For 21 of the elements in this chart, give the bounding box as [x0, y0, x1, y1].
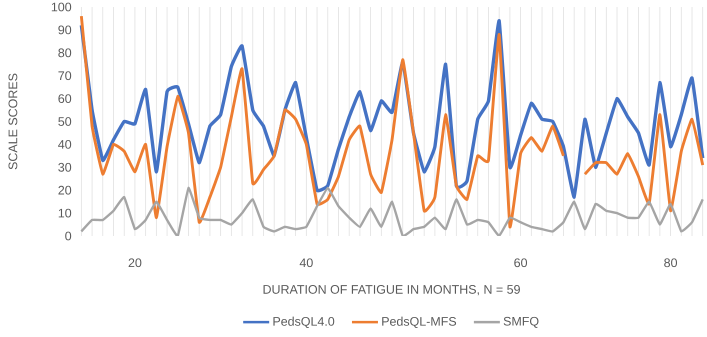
y-tick-label: 80 — [58, 48, 72, 58]
y-tick-label: 70 — [58, 71, 72, 80]
y-tick-label: 50 — [58, 117, 72, 126]
y-tick-label: 60 — [58, 94, 72, 104]
legend-label: PedsQL-MFS — [382, 316, 456, 328]
x-tick-label: 80 — [664, 258, 678, 268]
x-tick-label: 20 — [128, 258, 142, 268]
x-axis-title: DURATION OF FATIGUE IN MONTHS, N = 59 — [264, 285, 520, 296]
y-tick-label: 100 — [52, 2, 72, 12]
x-tick-label: 60 — [514, 258, 528, 268]
y-tick-label: 90 — [58, 26, 72, 34]
y-axis-title: SCALE SCORES — [8, 74, 18, 170]
y-tick-label: 10 — [58, 208, 72, 218]
x-tick-label: 40 — [300, 258, 313, 268]
line-series — [80, 186, 704, 236]
y-tick-label: 30 — [58, 162, 72, 172]
y-tick-label: 0 — [65, 232, 72, 240]
legend-label: SMFQ — [504, 316, 538, 328]
legend-label: PedsQL4.0 — [273, 316, 334, 328]
y-tick-label: 40 — [58, 140, 72, 149]
y-tick-label: 20 — [58, 186, 72, 195]
